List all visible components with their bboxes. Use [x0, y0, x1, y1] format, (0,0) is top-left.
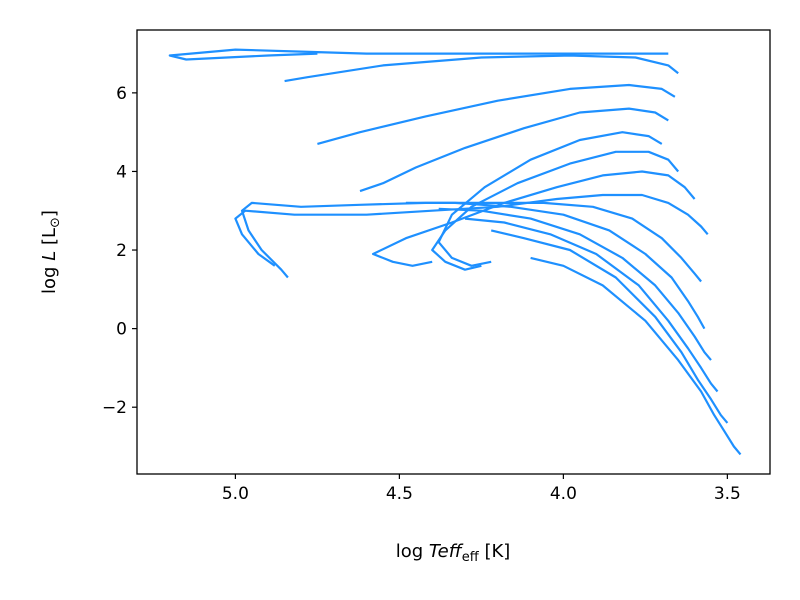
track-line-5: [240, 201, 702, 283]
track-line-7: [372, 170, 696, 267]
track-line-10: [359, 107, 669, 193]
y-tick-label: 4: [116, 162, 127, 182]
track-line-13: [168, 48, 669, 61]
series-layer: [168, 48, 742, 456]
x-axis-label: log Teffeff [K]: [396, 541, 511, 565]
y-tick-label: 2: [116, 241, 127, 261]
track-line-12: [284, 54, 679, 83]
plot-frame: [136, 29, 771, 475]
x-tick-label: 4.0: [550, 484, 577, 504]
track-line-11: [317, 83, 676, 145]
track-line-9: [437, 131, 663, 267]
x-axis: 5.0 4.5 4.0 3.5: [222, 474, 741, 504]
y-tick-label: 6: [116, 84, 127, 104]
track-line-3: [438, 207, 712, 361]
track-line-0: [530, 256, 742, 456]
track-line-8: [431, 150, 680, 271]
track-line-6: [234, 193, 709, 267]
track-line-1: [490, 229, 729, 424]
y-tick-label: 0: [116, 320, 127, 340]
y-axis-label: log L [L⊙]: [39, 210, 63, 294]
x-tick-label: 4.5: [386, 484, 413, 504]
y-axis: −2 0 2 4 6: [102, 84, 137, 418]
track-line-4: [405, 201, 706, 330]
y-tick-label: −2: [102, 398, 127, 418]
x-tick-label: 3.5: [714, 484, 741, 504]
x-tick-label: 5.0: [222, 484, 249, 504]
track-line-2: [464, 217, 719, 393]
